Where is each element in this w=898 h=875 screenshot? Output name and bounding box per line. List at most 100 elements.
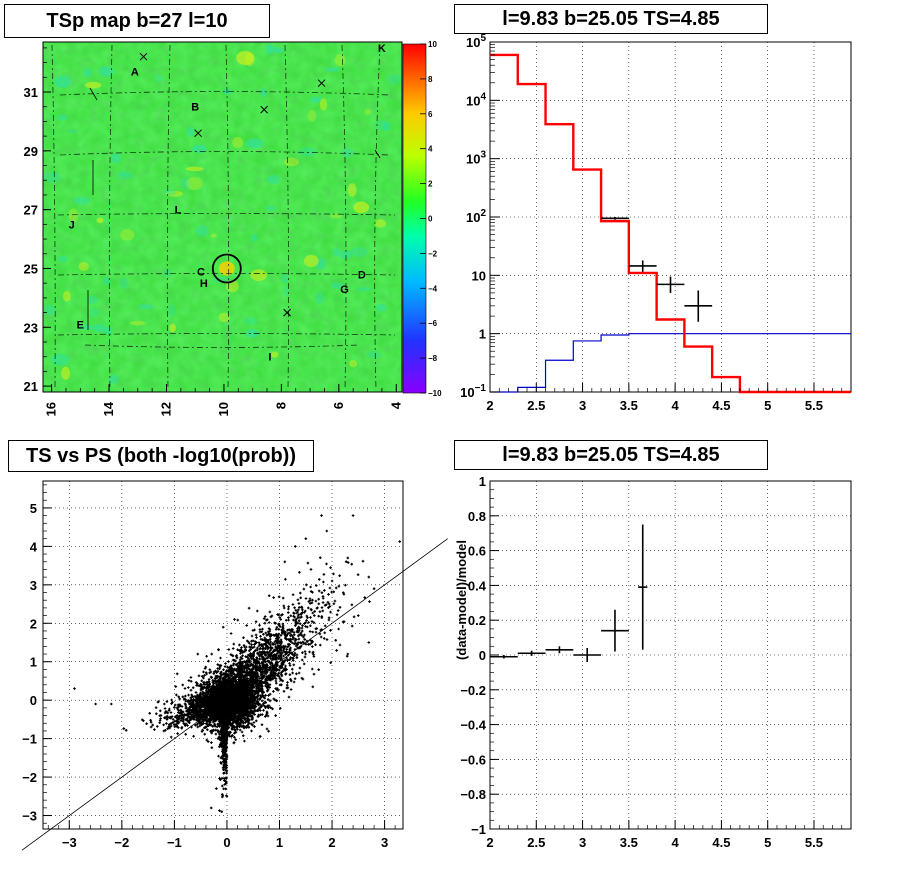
tsmap-patch <box>130 321 146 326</box>
tsmap-patch <box>307 110 317 122</box>
tsmap-patch <box>236 51 255 65</box>
spectrum-error-points <box>601 217 713 322</box>
tsmap-grid-lines <box>51 44 396 391</box>
tsmap-patch <box>243 317 258 325</box>
spectrum-x-tick-label: 2.5 <box>527 398 545 413</box>
tsmap-cross-marker <box>283 308 291 317</box>
tsmap-patch <box>347 183 357 197</box>
tsmap-x-tick-label: 16 <box>44 402 59 416</box>
scatter-y-tick-label: 1 <box>30 655 37 670</box>
tsmap-patch <box>119 171 130 177</box>
residual-y-tick-label: −1 <box>471 822 486 837</box>
tsmap-patch <box>165 190 183 197</box>
tsmap-patch <box>266 174 281 184</box>
spectrum-model-line <box>490 333 851 393</box>
scatter-y-tick-label: 0 <box>30 693 37 708</box>
tsmap-patch <box>382 121 391 132</box>
spectrum-x-tick-label: 4.5 <box>712 398 730 413</box>
tsmap-source-label: A <box>131 66 139 78</box>
tsmap-color-tick-label: 10 <box>428 40 437 49</box>
tsmap-y-tick-label: 29 <box>24 144 38 159</box>
tsmap-patch <box>342 147 354 158</box>
residual-x-tick-label: 5 <box>764 835 771 850</box>
tsmap-patch <box>333 247 340 257</box>
residual-x-tick-label: 4.5 <box>712 835 730 850</box>
spectrum-y-tick-label: 102 <box>466 208 486 225</box>
tsmap-source-label: E <box>77 319 84 331</box>
spectrum-axes: 2 2.5 3 3.5 4 4.5 5 5.5 10−1 1 10 102 103 104 105 <box>460 33 852 413</box>
spectrum-x-tick-label: 5 <box>764 398 771 413</box>
tsmap-patch <box>265 43 275 55</box>
scatter-x-tick-label: 1 <box>276 835 283 850</box>
tsmap-cross-marker <box>139 52 148 61</box>
tsmap-center-circle <box>211 253 242 284</box>
tsmap-patch <box>43 304 56 316</box>
tsmap-patch <box>309 96 322 103</box>
tsmap-title: TSp map b=27 l=10 <box>4 4 270 38</box>
tsmap-patch <box>266 205 276 212</box>
tsmap-color-tick-label: −8 <box>428 354 438 363</box>
spectrum-x-tick-label: 4 <box>672 398 680 413</box>
scatter-axes: −3 −2 −1 0 1 2 3 −3 −2 −1 0 1 2 3 4 5 <box>22 484 396 850</box>
tsmap-source-label: D <box>358 269 366 281</box>
residual-x-tick-label: 3 <box>579 835 586 850</box>
spectrum-model-histogram <box>490 333 851 393</box>
scatter-y-tick-label: 4 <box>30 539 38 554</box>
scatter-point-cloud <box>73 514 401 813</box>
tsmap-color-scale-ticks: 10 8 6 4 2 0 −2 −4 −6 −8 −10 <box>420 40 442 398</box>
tsmap-color-tick-label: 2 <box>428 180 433 189</box>
spectrum-y-tick-label: 10−1 <box>460 383 486 400</box>
tsmap-patch <box>350 246 368 258</box>
spectrum-y-tick-label: 103 <box>466 150 486 167</box>
residual-y-tick-label: −0.8 <box>460 787 486 802</box>
tsmap-patch <box>57 114 68 121</box>
spectrum-x-tick-label: 3 <box>579 398 586 413</box>
tsmap-patch <box>111 153 121 164</box>
residual-x-tick-label: 2 <box>486 835 493 850</box>
tsmap-patch <box>331 282 344 289</box>
tsmap-patch <box>374 219 387 228</box>
residual-x-tick-label: 4 <box>672 835 680 850</box>
tsmap-source-label: K <box>378 43 386 55</box>
spectrum-y-tick-label: 105 <box>466 33 486 50</box>
scatter-x-tick-label: −2 <box>114 835 129 850</box>
tsmap-patch <box>330 213 343 219</box>
tsmap-patch <box>185 166 204 172</box>
tsmap-patch <box>319 98 328 111</box>
tsmap-patch <box>245 138 264 149</box>
tsmap-y-tick-label: 25 <box>24 261 38 276</box>
scatter-y-tick-label: −1 <box>22 732 37 747</box>
tsmap-color-tick-label: −4 <box>428 284 438 293</box>
scatter-x-tick-label: 2 <box>328 835 335 850</box>
tsmap-patch <box>218 312 230 323</box>
scatter-x-tick-label: 0 <box>223 835 230 850</box>
scatter-y-tick-label: 5 <box>30 501 37 516</box>
scatter-panel: −3 −2 −1 0 1 2 3 −3 −2 −1 0 1 2 3 4 5 <box>21 480 448 851</box>
tsmap-patch <box>120 229 135 241</box>
tsmap-patch <box>67 129 78 134</box>
tsmap-patch <box>284 157 299 167</box>
tsmap-source-label: B <box>191 102 199 114</box>
spectrum-y-tick-label: 10 <box>472 268 486 283</box>
tsmap-patch <box>210 233 217 238</box>
scatter-reference-line <box>21 538 448 851</box>
tsmap-hotspot <box>218 261 235 276</box>
tsmap-patch <box>168 303 175 317</box>
tsmap-patch <box>181 178 192 189</box>
spectrum-x-tick-label: 3.5 <box>620 398 638 413</box>
tsmap-patch <box>232 136 243 149</box>
tsmap-patch <box>250 269 267 282</box>
scatter-y-tick-label: 3 <box>30 578 37 593</box>
residual-panel: 2 2.5 3 3.5 4 4.5 5 5.5 −1 −0.8 −0.6 −0.4 −0.2 0 0.2 0.… <box>454 474 852 850</box>
tsmap-patch <box>116 171 134 180</box>
tsmap-patch <box>353 201 370 214</box>
tsmap-cross-markers <box>139 52 326 317</box>
tsmap-patch <box>137 304 154 310</box>
residual-y-tick-label: 0.8 <box>468 509 486 524</box>
tsmap-patch <box>119 278 130 289</box>
tsmap-color-tick-label: −2 <box>428 249 438 258</box>
residual-y-tick-label: −0.2 <box>460 683 486 698</box>
tsmap-patch <box>194 225 209 237</box>
